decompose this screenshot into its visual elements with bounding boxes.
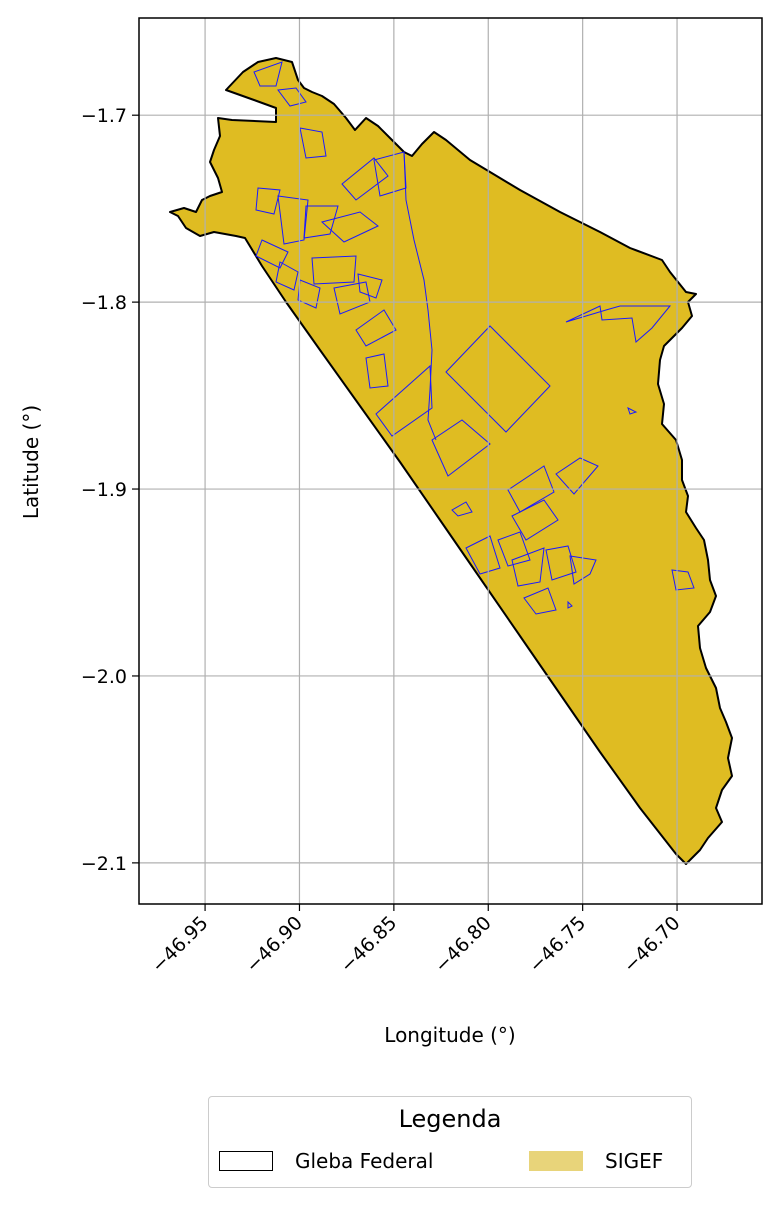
sigef-parcel xyxy=(567,600,573,609)
y-tick-label: −1.7 xyxy=(81,105,127,127)
x-tick-label: −46.70 xyxy=(619,912,684,977)
x-tick-label: −46.90 xyxy=(242,912,307,977)
legend-swatch-gleba-federal xyxy=(219,1151,273,1171)
grid-lines xyxy=(139,18,762,904)
sigef-parcel xyxy=(275,261,299,291)
legend-label-gleba-federal: Gleba Federal xyxy=(295,1149,434,1173)
sigef-parcel xyxy=(277,87,307,107)
sigef-parcel xyxy=(545,545,577,581)
y-axis-label: Latitude (°) xyxy=(19,405,43,519)
plot-frame xyxy=(138,17,763,905)
sigef-parcel xyxy=(445,325,551,433)
sigef-parcel xyxy=(365,353,389,389)
y-tick-label: −1.9 xyxy=(81,479,127,501)
legend-swatch-sigef xyxy=(529,1151,583,1171)
sigef-parcel xyxy=(320,211,379,243)
sigef-parcel xyxy=(357,273,383,299)
sigef-parcel xyxy=(511,547,545,587)
legend-label-sigef: SIGEF xyxy=(605,1149,664,1173)
x-tick-label: −46.85 xyxy=(336,912,401,977)
legend-title: Legenda xyxy=(398,1105,502,1133)
y-tick-label: −2.1 xyxy=(81,853,127,875)
sigef-parcel xyxy=(303,205,339,239)
sigef-parcel xyxy=(671,569,695,591)
legend-item-gleba-federal: Gleba Federal xyxy=(219,1149,433,1173)
y-tick-label: −2.0 xyxy=(81,666,127,688)
legend-item-sigef: SIGEF xyxy=(529,1149,663,1173)
sigef-parcel xyxy=(507,465,555,513)
x-axis-label: Longitude (°) xyxy=(384,1023,515,1047)
sigef-parcel xyxy=(523,587,557,615)
sigef-parcel xyxy=(341,157,389,201)
sigef-parcel xyxy=(299,127,327,159)
x-tick-label: −46.95 xyxy=(147,912,212,977)
sigef-parcel xyxy=(451,501,473,517)
sigef-parcel xyxy=(465,535,501,575)
sigef-parcel xyxy=(431,419,491,477)
sigef-parcel xyxy=(311,255,357,285)
sigef-parcel xyxy=(297,279,321,309)
legend: Legenda Gleba Federal SIGEF xyxy=(208,1096,692,1188)
sigef-parcel xyxy=(511,499,559,541)
sigef-parcel xyxy=(355,309,397,347)
sigef-parcel xyxy=(375,364,433,437)
gleba-federal-polygon xyxy=(169,57,733,865)
sigef-parcel xyxy=(565,305,672,343)
sigef-parcel xyxy=(569,555,597,585)
sigef-parcel xyxy=(253,61,283,87)
sigef-parcel xyxy=(277,195,309,245)
x-tick-label: −46.75 xyxy=(525,912,590,977)
y-tick-label: −1.8 xyxy=(81,292,127,314)
sigef-parcel xyxy=(255,239,289,269)
sigef-parcel xyxy=(627,407,638,415)
sigef-parcel xyxy=(555,457,599,495)
x-tick-label: −46.80 xyxy=(431,912,496,977)
sigef-parcel xyxy=(497,531,531,567)
sigef-parcel xyxy=(255,187,281,215)
